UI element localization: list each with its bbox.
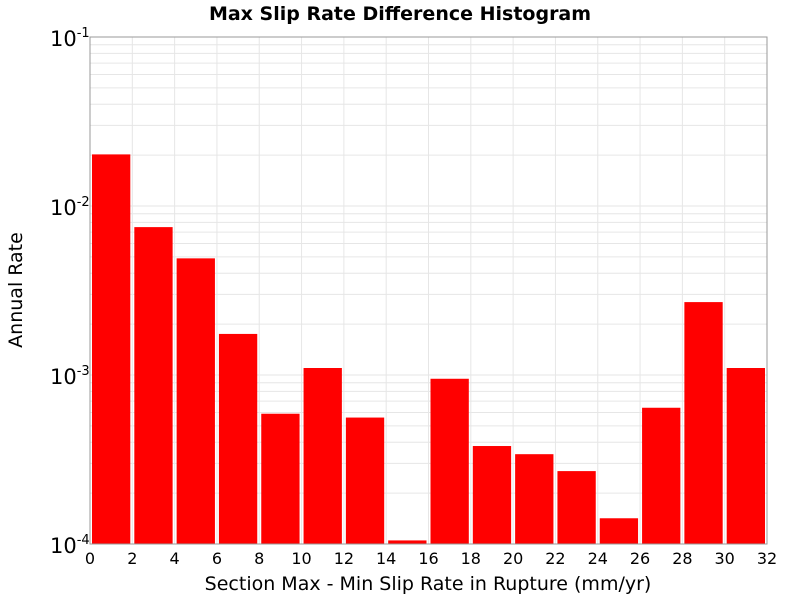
plot-area-border: [89, 36, 768, 545]
x-tick-label: 32: [757, 549, 777, 568]
bar: [472, 446, 512, 544]
x-tick-label: 2: [127, 549, 137, 568]
bar: [642, 407, 681, 544]
bar: [557, 471, 596, 544]
y-tick-label: 10-3: [50, 364, 90, 389]
x-tick-label: 16: [418, 549, 438, 568]
x-tick-label: 6: [212, 549, 222, 568]
bar: [134, 227, 173, 545]
bar: [388, 540, 427, 544]
bar: [92, 154, 131, 544]
bar: [345, 417, 385, 544]
bar: [599, 518, 639, 544]
bar: [515, 454, 554, 544]
x-tick-label: 24: [588, 549, 608, 568]
bar: [218, 333, 258, 544]
bar: [176, 258, 215, 544]
x-axis-label: Section Max - Min Slip Rate in Rupture (…: [205, 573, 652, 595]
x-tick-label: 22: [545, 549, 565, 568]
x-tick-labels: 0 2 4 6 8 10 12 14 16 18 20 22 24 26 28 30 32: [85, 549, 777, 568]
bar: [726, 368, 765, 544]
x-tick-label: 0: [85, 549, 95, 568]
x-tick-label: 12: [334, 549, 354, 568]
y-tick-label: 10-2: [50, 195, 90, 220]
x-tick-label: 8: [254, 549, 264, 568]
x-tick-label: 4: [170, 549, 180, 568]
y-tick-label: 10-4: [50, 533, 90, 558]
x-tick-label: 18: [461, 549, 481, 568]
x-tick-label: 20: [503, 549, 523, 568]
bar: [261, 413, 300, 544]
bar: [430, 378, 469, 544]
x-tick-label: 10: [291, 549, 311, 568]
bars: [92, 154, 765, 545]
bar: [684, 302, 723, 544]
bar: [303, 368, 342, 544]
y-axis-label: Annual Rate: [5, 232, 27, 348]
y-tick-labels: 10-4 10-3 10-2 10-1: [50, 26, 90, 558]
x-tick-label: 28: [672, 549, 692, 568]
x-tick-label: 30: [715, 549, 735, 568]
x-tick-label: 26: [630, 549, 650, 568]
y-tick-label: 10-1: [50, 26, 90, 51]
x-tick-label: 14: [376, 549, 396, 568]
chart-title: Max Slip Rate Difference Histogram: [209, 3, 591, 25]
